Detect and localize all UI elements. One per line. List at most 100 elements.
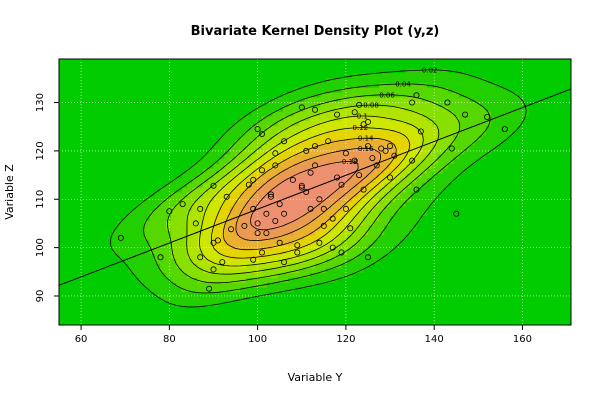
data-point-45: [303, 188, 310, 195]
data-point-74: [369, 155, 376, 162]
data-point-62: [342, 150, 349, 157]
x-axis: 60 80 100 120 140 160: [75, 325, 532, 345]
data-point-65: [351, 109, 358, 116]
data-point-49: [311, 143, 318, 150]
regression-line: [59, 88, 571, 286]
contour-label-8: 0.18: [342, 158, 358, 166]
contour-label-1: 0.04: [395, 81, 411, 89]
data-point-1: [157, 254, 164, 261]
data-point-78: [386, 143, 393, 150]
grid: [59, 59, 571, 325]
data-point-9: [210, 266, 217, 273]
data-point-8: [210, 239, 217, 246]
data-point-34: [276, 239, 283, 246]
data-point-75: [373, 162, 380, 169]
data-point-15: [241, 222, 248, 229]
data-point-21: [254, 220, 261, 227]
chart-title: Bivariate Kernel Density Plot (y,z): [191, 24, 440, 39]
data-point-79: [386, 174, 393, 181]
data-point-40: [294, 249, 301, 256]
data-point-87: [448, 145, 455, 152]
data-point-64: [347, 225, 354, 232]
y-axis-label: Variable Z: [3, 164, 16, 220]
data-point-12: [219, 259, 226, 266]
plot-frame: [58, 58, 572, 326]
data-point-68: [356, 172, 363, 179]
data-point-43: [298, 184, 305, 191]
data-point-6: [197, 254, 204, 261]
data-point-14: [228, 226, 235, 233]
data-point-55: [325, 138, 332, 145]
data-point-58: [334, 111, 341, 118]
data-point-33: [276, 201, 283, 208]
data-point-32: [272, 217, 279, 224]
x-tick-label-5: 160: [513, 334, 532, 345]
contour-line-8: [250, 161, 359, 231]
data-point-38: [289, 176, 296, 183]
data-point-18: [250, 176, 257, 183]
y-axis: 90 100 110 120 130: [35, 93, 59, 302]
data-point-60: [338, 249, 345, 256]
contour-label-2: 0.06: [379, 91, 395, 99]
data-point-3: [179, 201, 186, 208]
data-point-11: [214, 237, 221, 244]
data-point-72: [364, 143, 371, 150]
density-fill: [112, 68, 529, 307]
x-tick-label-3: 120: [336, 334, 355, 345]
data-point-77: [382, 147, 389, 154]
data-point-26: [263, 210, 270, 217]
data-point-37: [281, 259, 288, 266]
data-point-80: [391, 152, 398, 159]
data-point-2: [166, 208, 173, 215]
data-point-7: [206, 285, 213, 292]
data-point-67: [356, 101, 363, 108]
data-point-73: [364, 254, 371, 261]
data-point-63: [342, 205, 349, 212]
data-point-28: [267, 193, 274, 200]
data-point-20: [254, 126, 261, 133]
data-point-5: [197, 205, 204, 212]
data-point-53: [320, 205, 327, 212]
y-tick-label-3: 120: [35, 141, 46, 160]
data-point-54: [320, 222, 327, 229]
data-point-83: [413, 92, 420, 99]
data-point-41: [298, 104, 305, 111]
contour-line-4: [199, 115, 424, 267]
x-tick-label-2: 100: [248, 334, 267, 345]
x-tick-label-1: 80: [163, 334, 176, 345]
data-point-46: [307, 205, 314, 212]
data-point-10: [210, 182, 217, 189]
data-point-91: [501, 126, 508, 133]
scatter-points: [117, 92, 508, 292]
contour-label-3: 0.08: [363, 102, 379, 110]
data-point-27: [263, 230, 270, 237]
data-point-81: [409, 99, 416, 106]
data-point-84: [413, 186, 420, 193]
contour-label-4: 0.1: [357, 113, 368, 121]
data-point-90: [484, 114, 491, 121]
contour-line-3: [186, 104, 440, 275]
data-point-86: [444, 99, 451, 106]
contour-label-6: 0.14: [358, 135, 374, 143]
data-point-35: [281, 138, 288, 145]
contour-line-1: [143, 83, 491, 294]
data-point-50: [311, 162, 318, 169]
data-point-39: [294, 242, 301, 249]
y-tick-label-2: 110: [35, 190, 46, 209]
x-axis-label: Variable Y: [288, 371, 343, 384]
data-point-51: [316, 196, 323, 203]
data-point-36: [281, 210, 288, 217]
data-point-16: [245, 181, 252, 188]
data-point-23: [258, 130, 265, 137]
y-tick-label-1: 100: [35, 238, 46, 257]
data-point-48: [311, 106, 318, 113]
contour-label-7: 0.16: [358, 145, 374, 153]
contour-line-0: [109, 69, 527, 308]
data-point-4: [192, 220, 199, 227]
data-point-89: [462, 111, 469, 118]
data-point-88: [453, 210, 460, 217]
contour-labels: 0.02 0.040.060.08 0.1 0.12 0.14 0.160.18: [342, 66, 438, 166]
contour-label-0: 0.02: [422, 66, 438, 74]
data-point-42: [298, 182, 305, 189]
